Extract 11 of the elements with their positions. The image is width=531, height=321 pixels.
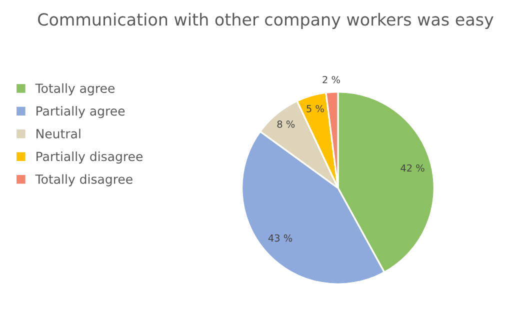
data-label: 43 % [268, 234, 292, 242]
legend-label: Partially disagree [36, 151, 143, 164]
legend-label: Totally disagree [35, 174, 132, 186]
legend-label: Partially agree [36, 106, 125, 118]
data-label: 2 % [322, 76, 340, 84]
data-label: 8 % [277, 120, 295, 128]
legend-label: Totally agree [35, 83, 115, 96]
legend-label: Neutral [36, 128, 80, 138]
data-label: 5 % [306, 104, 324, 112]
chart-title: Communication with other company workers was easy [38, 12, 494, 29]
data-label: 42 % [400, 164, 424, 172]
